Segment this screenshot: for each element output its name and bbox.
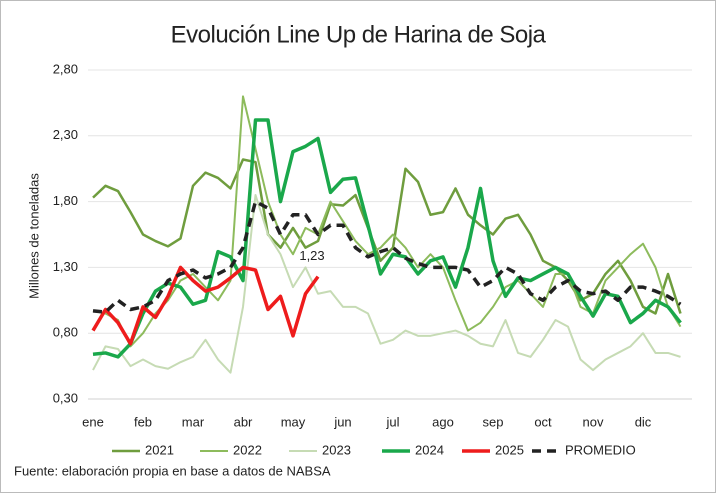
source: Fuente: elaboración propia en base a dat… — [14, 463, 331, 478]
x-tick-label: abr — [234, 414, 253, 429]
y-tick-label: 2,30 — [53, 127, 78, 142]
y-tick-label: 0,30 — [53, 390, 78, 405]
legend-label: PROMEDIO — [565, 442, 636, 457]
x-tick-label: mar — [182, 414, 205, 429]
x-tick-label: ene — [82, 414, 104, 429]
x-tick-label: dic — [635, 414, 652, 429]
legend-label: 2025 — [495, 442, 524, 457]
series-line — [92, 194, 681, 374]
x-tick-label: nov — [583, 414, 604, 429]
series-line — [92, 118, 682, 359]
series-line — [92, 199, 682, 314]
x-tick-label: may — [281, 414, 306, 429]
legend-label: 2023 — [322, 442, 351, 457]
x-tick-label: feb — [134, 414, 152, 429]
y-tick-label: 0,80 — [53, 325, 78, 340]
legend-label: 2021 — [145, 442, 174, 457]
data-label: 1,23 — [299, 248, 324, 263]
y-tick-label: 1,80 — [53, 193, 78, 208]
y-tick-label: 1,30 — [53, 259, 78, 274]
x-tick-label: sep — [483, 414, 504, 429]
x-tick-label: jun — [333, 414, 351, 429]
series-line — [92, 95, 682, 348]
x-tick-label: ago — [432, 414, 454, 429]
legend-label: 2024 — [415, 442, 444, 457]
y-tick-label: 2,80 — [53, 61, 78, 76]
x-tick-label: oct — [534, 414, 552, 429]
series-line — [91, 265, 320, 346]
legend-label: 2022 — [233, 442, 262, 457]
y-axis-title: Millones de toneladas — [26, 173, 41, 299]
chart-title: Evolución Line Up de Harina de Soja — [171, 21, 547, 48]
x-tick-label: jul — [385, 414, 399, 429]
